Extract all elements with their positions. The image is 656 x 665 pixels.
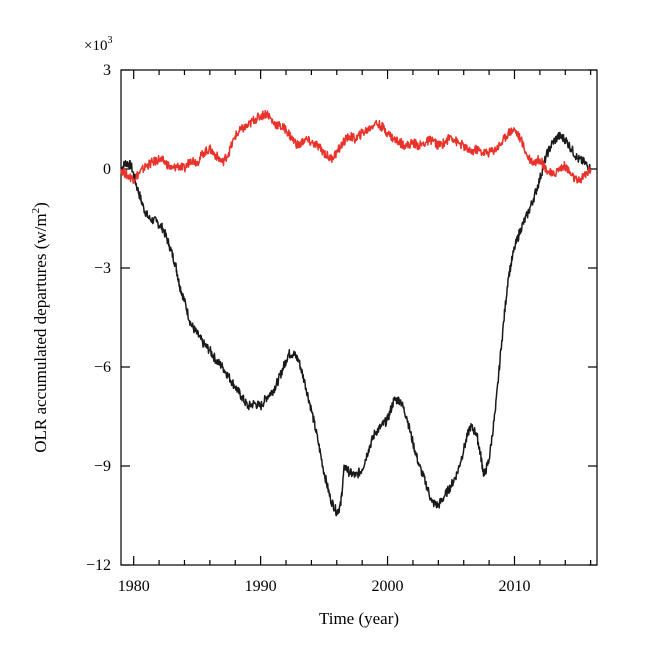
y-multiplier-label: ×103 (84, 35, 112, 54)
x-tick-label: 1980 (118, 578, 150, 595)
x-axis-label: Time (year) (319, 609, 399, 628)
y-tick-label: −9 (94, 458, 111, 475)
y-tick-label: −6 (94, 359, 111, 376)
x-tick-label: 2010 (498, 578, 530, 595)
x-tick-label: 2000 (372, 578, 404, 595)
y-tick-label: 3 (103, 62, 111, 79)
series-line-red (120, 109, 592, 184)
y-tick-label: −3 (94, 260, 111, 277)
series-line-black (120, 131, 592, 517)
y-tick-label: −12 (86, 557, 111, 574)
y-tick-label: 0 (103, 161, 111, 178)
series-layer (120, 109, 592, 517)
y-axis: 3 0 −3 −6 −9 −12 (86, 62, 597, 574)
x-tick-label: 1990 (245, 578, 277, 595)
plot-frame (120, 69, 598, 566)
x-axis: 1980 1990 2000 2010 (118, 70, 592, 595)
y-axis-label: OLR accumulated departures (w/m2) (30, 202, 50, 453)
